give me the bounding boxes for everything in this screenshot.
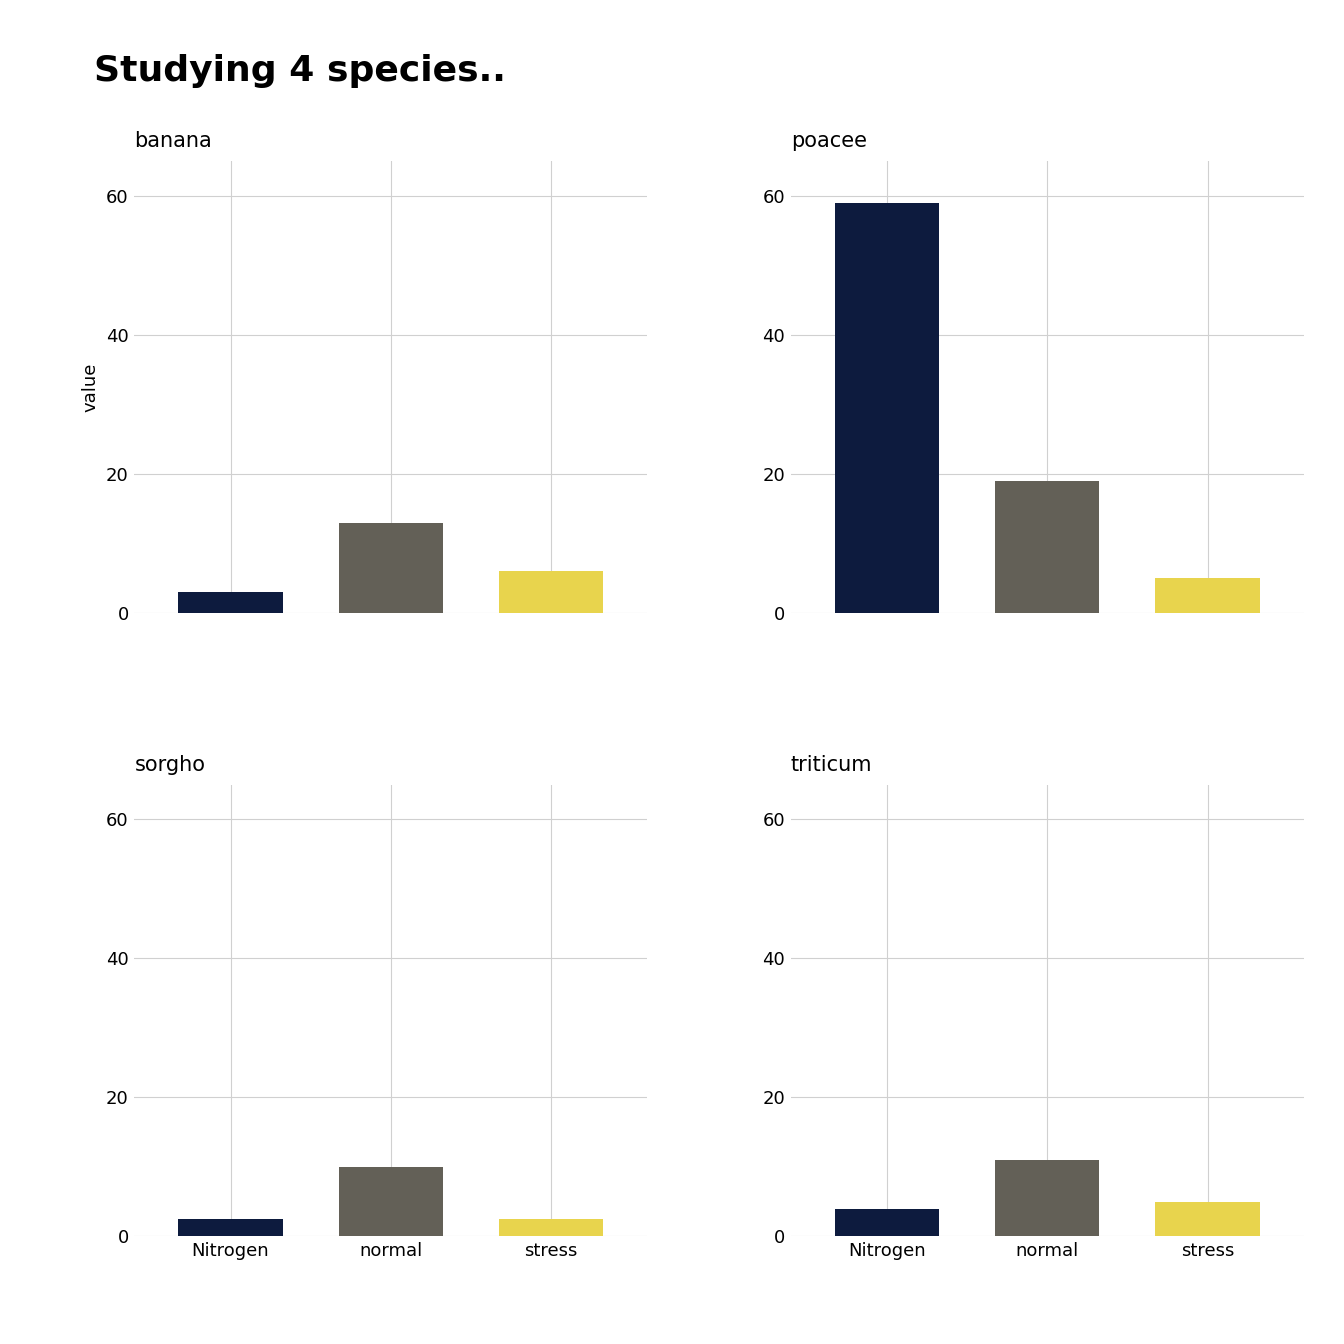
- Text: sorgho: sorgho: [134, 755, 206, 775]
- Text: banana: banana: [134, 132, 212, 152]
- Bar: [339, 523, 444, 613]
- Bar: [995, 481, 1099, 613]
- Bar: [995, 1160, 1099, 1236]
- Bar: [835, 1208, 939, 1236]
- Text: poacee: poacee: [790, 132, 867, 152]
- Bar: [499, 571, 603, 613]
- Bar: [1156, 578, 1259, 613]
- Bar: [339, 1167, 444, 1236]
- Y-axis label: value: value: [81, 363, 99, 411]
- Bar: [499, 1219, 603, 1236]
- Bar: [835, 203, 939, 613]
- Bar: [179, 593, 282, 613]
- Bar: [1156, 1202, 1259, 1236]
- Text: triticum: triticum: [790, 755, 872, 775]
- Text: Studying 4 species..: Studying 4 species..: [94, 54, 505, 87]
- Bar: [179, 1219, 282, 1236]
